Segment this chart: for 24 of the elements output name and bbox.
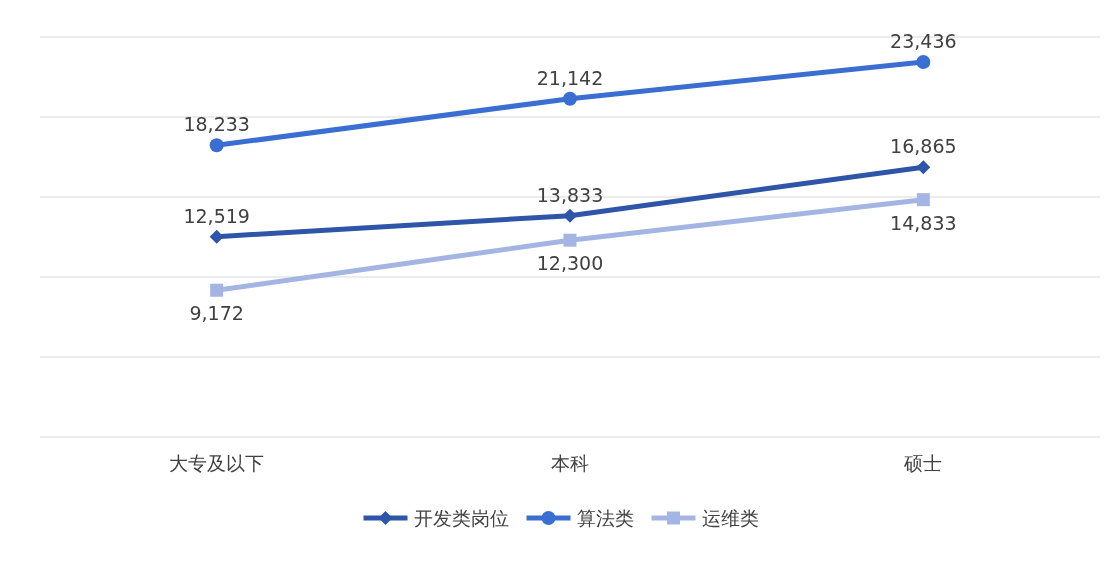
- data-label: 16,865: [890, 135, 957, 158]
- legend-label: 开发类岗位: [413, 507, 509, 529]
- data-label: 12,300: [536, 252, 604, 275]
- point: [209, 229, 224, 244]
- point: [209, 138, 224, 153]
- data-label: 9,172: [189, 302, 244, 325]
- point: [563, 233, 577, 247]
- data-label: 21,142: [536, 66, 604, 89]
- x-tick-label: 本科: [551, 452, 589, 474]
- data-label: 12,519: [183, 204, 250, 227]
- data-label: 18,233: [183, 113, 250, 136]
- point: [563, 208, 577, 223]
- legend-label: 算法类: [576, 507, 634, 529]
- data-label: 23,436: [890, 30, 957, 53]
- point: [210, 283, 224, 297]
- x-tick-label: 大专及以下: [169, 452, 265, 474]
- point: [916, 160, 931, 175]
- point: [563, 91, 577, 106]
- point: [916, 55, 931, 70]
- data-label: 14,833: [890, 211, 957, 234]
- point: [916, 193, 930, 207]
- legend-label: 运维类: [701, 507, 759, 529]
- x-tick-label: 硕士: [903, 452, 943, 474]
- data-label: 13,833: [536, 183, 604, 206]
